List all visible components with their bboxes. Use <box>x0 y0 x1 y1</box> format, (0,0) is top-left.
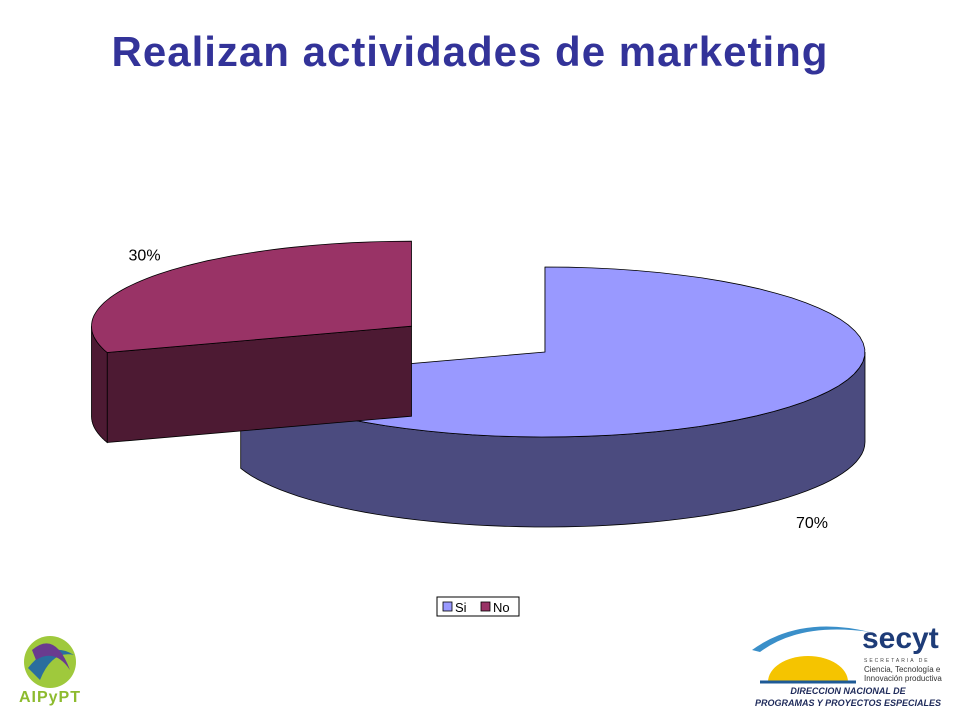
legend-label: No <box>493 600 510 615</box>
logo-swoosh <box>32 643 70 670</box>
legend-swatch <box>442 601 453 612</box>
legend-swatch <box>480 601 491 612</box>
legend-box <box>436 596 520 617</box>
logo-sun <box>768 656 848 682</box>
logo-caption: DIRECCION NACIONAL DE <box>790 686 906 696</box>
logo-text: secyt <box>862 622 939 655</box>
legend: Si No <box>436 596 520 617</box>
logo-text: AIPyPT <box>19 689 81 706</box>
logo-line: SECRETARIA DE <box>864 658 930 664</box>
right-logo: secyt SECRETARIA DE Ciencia, Tecnología … <box>752 622 942 708</box>
data-label: 70% <box>796 515 828 532</box>
legend-label: Si <box>455 600 467 615</box>
logo-line: Innovación productiva <box>864 674 942 683</box>
chart-title: Realizan actividades de marketing <box>112 28 829 75</box>
data-label: 30% <box>129 247 161 264</box>
logo-arc <box>752 626 870 652</box>
logo-line: Ciencia, Tecnología e <box>864 665 941 674</box>
left-logo: AIPyPT <box>19 636 81 706</box>
logo-caption: PROGRAMAS Y PROYECTOS ESPECIALES <box>755 698 941 708</box>
slice <box>91 240 412 353</box>
pie <box>91 240 866 528</box>
